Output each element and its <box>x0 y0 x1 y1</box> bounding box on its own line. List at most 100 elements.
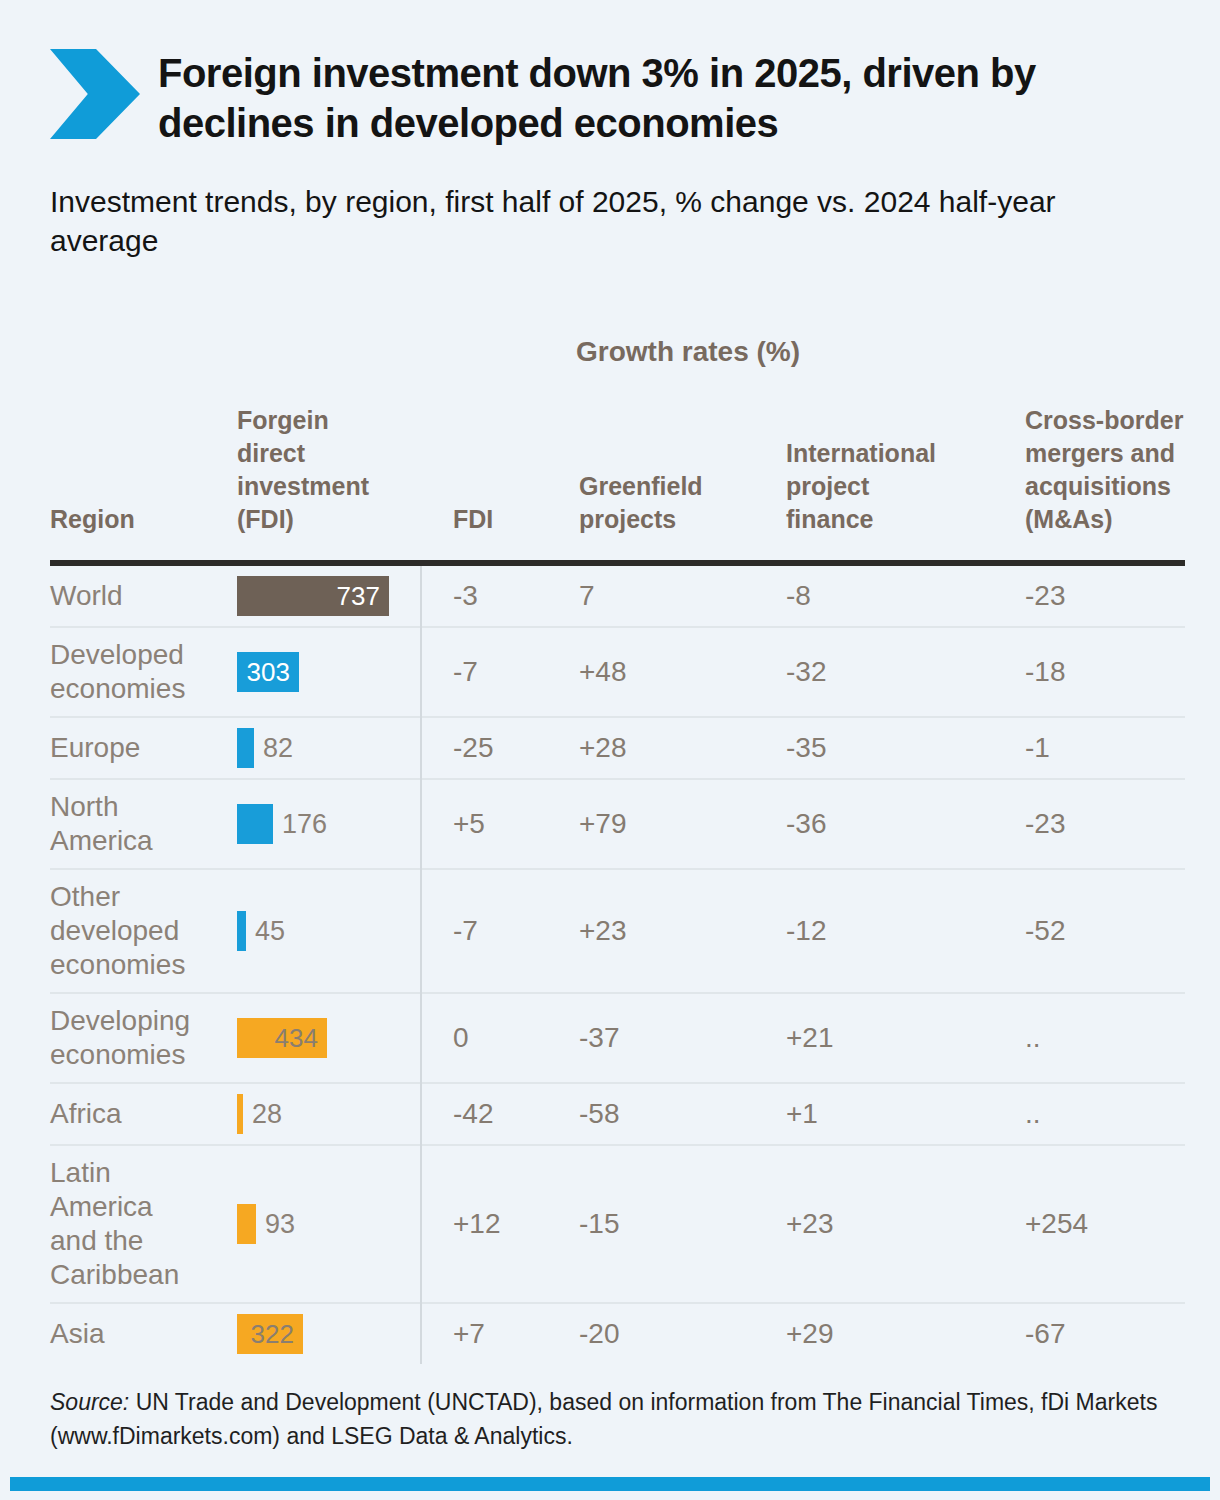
region-label: North America <box>50 790 237 858</box>
region-label: Developing economies <box>50 1004 237 1072</box>
table-row: Europe 82 -25 +28 -35 -1 <box>50 716 1185 778</box>
project-finance-growth-value: -8 <box>778 580 1017 612</box>
fdi-value-label-outside: 176 <box>282 809 327 840</box>
table-row: North America 176 +5 +79 -36 -23 <box>50 778 1185 868</box>
chevron-shape <box>50 49 140 139</box>
table-row: Asia 322 +7 -20 +29 -67 <box>50 1302 1185 1364</box>
mergers-growth-value: .. <box>1017 1022 1185 1054</box>
project-finance-growth-value: +23 <box>778 1208 1017 1240</box>
page-title: Foreign investment down 3% in 2025, driv… <box>158 48 1168 148</box>
mergers-growth-value: .. <box>1017 1098 1185 1130</box>
fdi-value-label-outside: 93 <box>265 1209 295 1240</box>
mergers-growth-value: -52 <box>1017 915 1185 947</box>
greenfield-growth-value: 7 <box>571 580 778 612</box>
fdi-bar-cell: 176 <box>237 804 420 844</box>
table-row: Developing economies 434 0 -37 +21 .. <box>50 992 1185 1082</box>
chevron-icon <box>50 48 140 140</box>
table-row: Other developed economies 45 -7 +23 -12 … <box>50 868 1185 992</box>
source-text: UN Trade and Development (UNCTAD), based… <box>50 1389 1157 1449</box>
fdi-bar-cell: 93 <box>237 1204 420 1244</box>
fdi-value-label-inside: 303 <box>247 657 299 688</box>
column-header-fdi-growth: FDI <box>420 503 571 536</box>
project-finance-growth-value: -36 <box>778 808 1017 840</box>
fdi-bar-cell: 303 <box>237 652 420 692</box>
region-label: Asia <box>50 1317 237 1351</box>
growth-rates-header: Growth rates (%) <box>576 336 800 368</box>
fdi-bar: 322 <box>237 1314 303 1354</box>
fdi-growth-value: -7 <box>420 656 571 688</box>
investment-table: Region Forgein direct investment (FDI) F… <box>50 404 1185 1364</box>
column-header-project-finance: International project finance <box>778 437 1017 536</box>
fdi-value-label-outside: 28 <box>252 1099 282 1130</box>
greenfield-growth-value: +48 <box>571 656 778 688</box>
fdi-growth-value: +7 <box>420 1318 571 1350</box>
region-label: Other developed economies <box>50 880 237 982</box>
table-row: World 737 -3 7 -8 -23 <box>50 566 1185 626</box>
fdi-growth-value: 0 <box>420 1022 571 1054</box>
project-finance-growth-value: +21 <box>778 1022 1017 1054</box>
mergers-growth-value: +254 <box>1017 1208 1185 1240</box>
region-label: Latin America and the Caribbean <box>50 1156 237 1292</box>
fdi-bar-cell: 45 <box>237 911 420 951</box>
greenfield-growth-value: -37 <box>571 1022 778 1054</box>
fdi-bar <box>237 911 246 951</box>
fdi-bar-cell: 434 <box>237 1018 420 1058</box>
mergers-growth-value: -1 <box>1017 732 1185 764</box>
fdi-growth-value: -3 <box>420 580 571 612</box>
fdi-bar <box>237 728 254 768</box>
fdi-value-label-inside: 322 <box>251 1319 303 1350</box>
region-label: Europe <box>50 731 237 765</box>
fdi-value-label-outside: 82 <box>263 733 293 764</box>
project-finance-growth-value: -32 <box>778 656 1017 688</box>
fdi-bar-cell: 322 <box>237 1314 420 1354</box>
table-row: Africa 28 -42 -58 +1 .. <box>50 1082 1185 1144</box>
region-label: World <box>50 579 237 613</box>
fdi-growth-value: +12 <box>420 1208 571 1240</box>
column-header-region: Region <box>50 503 237 536</box>
table-header-row: Region Forgein direct investment (FDI) F… <box>50 404 1185 536</box>
region-label: Developed economies <box>50 638 237 706</box>
project-finance-growth-value: +1 <box>778 1098 1017 1130</box>
mergers-growth-value: -23 <box>1017 580 1185 612</box>
fdi-bar: 737 <box>237 576 389 616</box>
greenfield-growth-value: -58 <box>571 1098 778 1130</box>
mergers-growth-value: -67 <box>1017 1318 1185 1350</box>
page-subtitle: Investment trends, by region, first half… <box>50 182 1180 260</box>
fdi-bar-cell: 82 <box>237 728 420 768</box>
fdi-bar <box>237 804 273 844</box>
source-note: Source: UN Trade and Development (UNCTAD… <box>50 1385 1185 1453</box>
fdi-value-label-inside: 434 <box>275 1023 327 1054</box>
fdi-bar-cell: 737 <box>237 576 420 616</box>
mergers-growth-value: -18 <box>1017 656 1185 688</box>
fdi-bar: 303 <box>237 652 299 692</box>
column-header-fdi-bars: Forgein direct investment (FDI) <box>237 404 420 536</box>
mergers-growth-value: -23 <box>1017 808 1185 840</box>
greenfield-growth-value: -15 <box>571 1208 778 1240</box>
fdi-bar <box>237 1204 256 1244</box>
project-finance-growth-value: -35 <box>778 732 1017 764</box>
title-block: Foreign investment down 3% in 2025, driv… <box>50 48 1168 148</box>
infographic-page: Foreign investment down 3% in 2025, driv… <box>0 0 1220 1500</box>
table-row: Latin America and the Caribbean 93 +12 -… <box>50 1144 1185 1302</box>
greenfield-growth-value: +23 <box>571 915 778 947</box>
fdi-growth-value: -25 <box>420 732 571 764</box>
footer-accent-bar <box>10 1477 1210 1491</box>
fdi-value-label-outside: 45 <box>255 916 285 947</box>
source-label: Source: <box>50 1389 129 1415</box>
region-label: Africa <box>50 1097 237 1131</box>
greenfield-growth-value: -20 <box>571 1318 778 1350</box>
fdi-growth-value: +5 <box>420 808 571 840</box>
table-row: Developed economies 303 -7 +48 -32 -18 <box>50 626 1185 716</box>
fdi-bar: 434 <box>237 1018 327 1058</box>
table-body: World 737 -3 7 -8 -23 Developed economie… <box>50 566 1185 1364</box>
column-header-mergers: Cross-border mergers and acquisitions (M… <box>1017 404 1185 536</box>
project-finance-growth-value: -12 <box>778 915 1017 947</box>
fdi-growth-value: -42 <box>420 1098 571 1130</box>
greenfield-growth-value: +28 <box>571 732 778 764</box>
fdi-bar-cell: 28 <box>237 1094 420 1134</box>
project-finance-growth-value: +29 <box>778 1318 1017 1350</box>
fdi-bar <box>237 1094 243 1134</box>
fdi-value-label-inside: 737 <box>337 581 389 612</box>
fdi-growth-value: -7 <box>420 915 571 947</box>
column-header-greenfield: Greenfield projects <box>571 470 778 536</box>
